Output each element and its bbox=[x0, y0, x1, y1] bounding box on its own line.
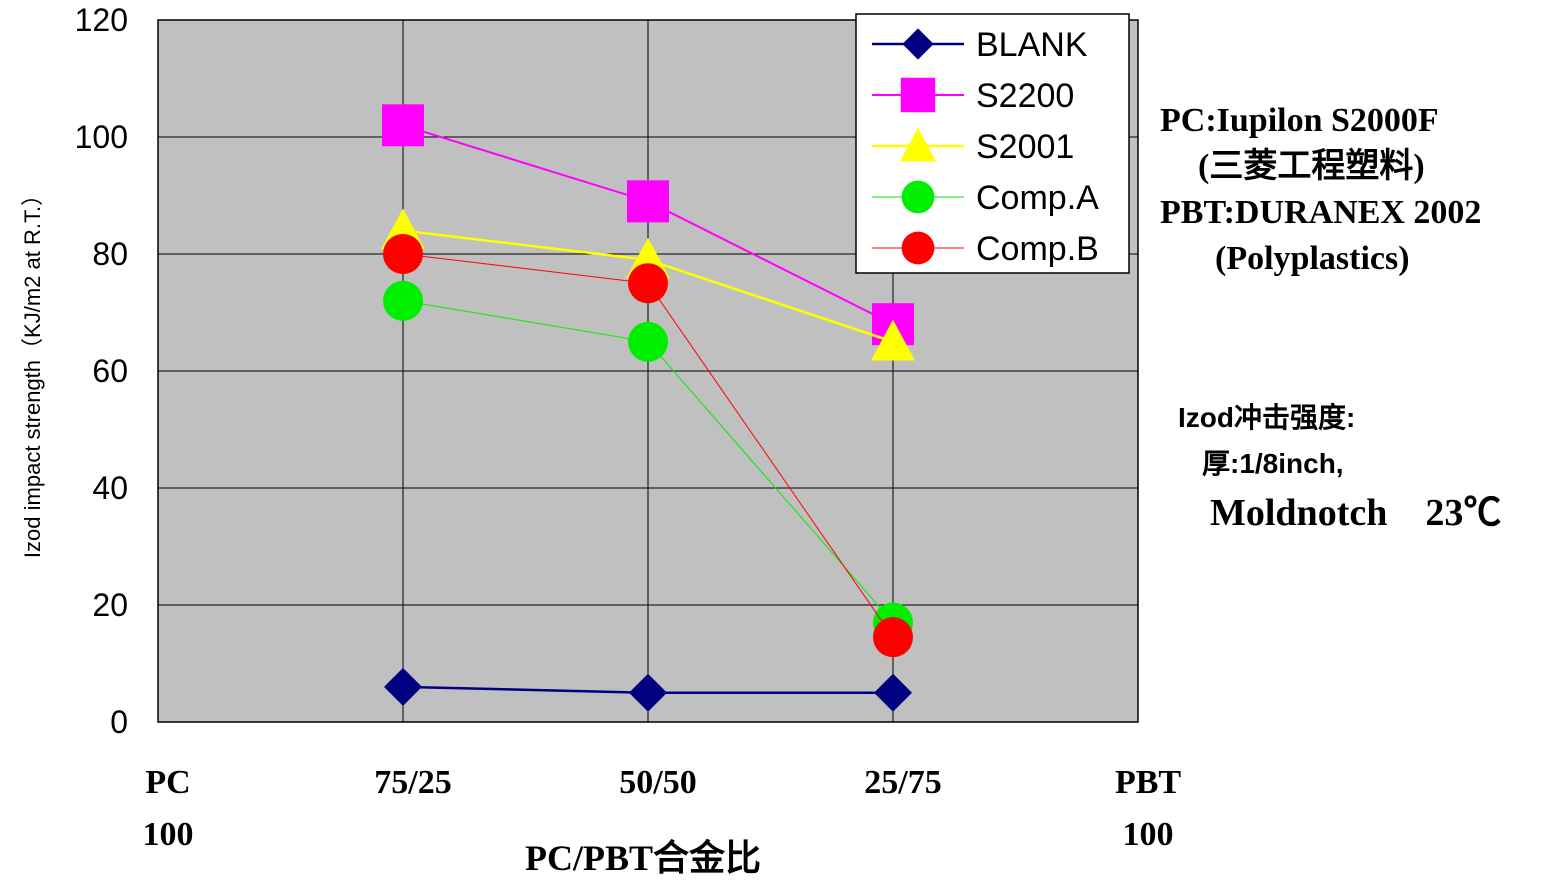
data-point bbox=[874, 673, 912, 712]
y-tick-label: 80 bbox=[92, 236, 128, 272]
data-point bbox=[382, 104, 424, 147]
conditions-note: Izod冲击强度: 厚:1/8inch, Moldnotch 23℃ bbox=[1178, 395, 1501, 539]
gridlines bbox=[158, 20, 1138, 722]
series-blank bbox=[384, 667, 912, 712]
category-label: 75/25 bbox=[374, 764, 451, 801]
legend: BLANK S2200 S2001 Comp.A Comp.B bbox=[855, 13, 1130, 274]
y-tick-label: 100 bbox=[75, 119, 128, 155]
x-axis-label: PC/PBT合金比 bbox=[525, 837, 761, 878]
series-comp-b bbox=[383, 234, 913, 658]
legend-items: BLANK S2200 S2001 Comp.A Comp.B bbox=[872, 26, 1099, 268]
data-point bbox=[871, 319, 915, 361]
pbt-material: PBT:DURANEX 2002 bbox=[1160, 194, 1482, 231]
legend-label: BLANK bbox=[976, 26, 1088, 64]
legend-marker bbox=[900, 77, 936, 113]
data-point bbox=[628, 263, 668, 304]
legend-box bbox=[855, 13, 1130, 274]
category-label: 50/50 bbox=[619, 764, 696, 801]
category-label: PBT 100 bbox=[1115, 764, 1181, 853]
legend-label: Comp.A bbox=[976, 179, 1099, 217]
legend-marker bbox=[902, 28, 934, 60]
test-title: Izod冲击强度: bbox=[1178, 402, 1356, 433]
test-thickness: 厚:1/8inch, bbox=[1202, 448, 1344, 479]
series-layer bbox=[381, 104, 915, 712]
category-labels: PC 100 75/25 50/50 25/75 PBT 100 bbox=[143, 764, 1182, 853]
data-point bbox=[383, 280, 423, 321]
y-tick-labels: 0 20 40 60 80 100 120 bbox=[75, 2, 128, 740]
y-tick-label: 120 bbox=[75, 2, 128, 38]
y-tick-label: 60 bbox=[92, 353, 128, 389]
pbt-maker: (Polyplastics) bbox=[1215, 240, 1410, 277]
materials-note: PC:Iupilon S2000F (三菱工程塑料) PBT:DURANEX 2… bbox=[1160, 98, 1481, 282]
category-label: 25/75 bbox=[864, 764, 941, 801]
legend-label: S2200 bbox=[976, 77, 1074, 115]
data-point bbox=[873, 617, 913, 658]
pc-material: PC:Iupilon S2000F bbox=[1160, 102, 1439, 139]
data-point bbox=[629, 673, 667, 712]
data-point bbox=[628, 321, 668, 362]
legend-label: S2001 bbox=[976, 128, 1074, 166]
y-axis-label: Izod impact strength（KJ/m2 at R.T.） bbox=[20, 184, 45, 558]
test-notch: Moldnotch 23℃ bbox=[1210, 492, 1502, 534]
legend-marker bbox=[901, 180, 935, 214]
data-point bbox=[383, 234, 423, 274]
legend-marker bbox=[901, 231, 935, 265]
category-label: PC 100 bbox=[143, 764, 194, 853]
legend-marker bbox=[899, 127, 937, 162]
legend-label: Comp.B bbox=[976, 230, 1099, 268]
pc-maker: (三菱工程塑料) bbox=[1198, 148, 1425, 185]
data-point bbox=[627, 180, 669, 223]
y-tick-label: 40 bbox=[92, 470, 128, 506]
data-point bbox=[384, 667, 422, 706]
y-tick-label: 0 bbox=[110, 704, 128, 740]
y-tick-label: 20 bbox=[92, 587, 128, 623]
